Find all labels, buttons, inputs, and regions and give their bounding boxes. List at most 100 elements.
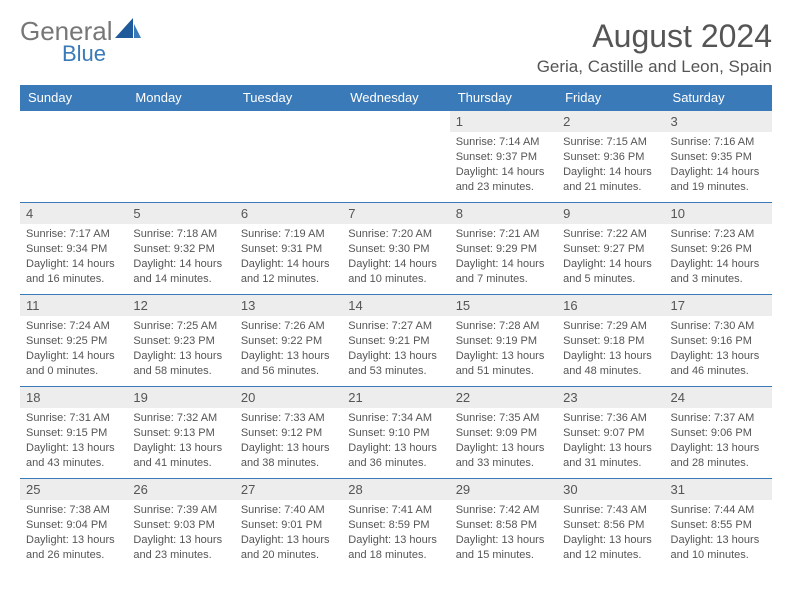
calendar-body: 1Sunrise: 7:14 AMSunset: 9:37 PMDaylight… [20,111,772,571]
day-details: Sunrise: 7:40 AMSunset: 9:01 PMDaylight:… [235,500,342,566]
day-details: Sunrise: 7:14 AMSunset: 9:37 PMDaylight:… [450,132,557,198]
day-number: 4 [20,203,127,224]
calendar-cell: 10Sunrise: 7:23 AMSunset: 9:26 PMDayligh… [665,203,772,295]
day-number: 27 [235,479,342,500]
calendar-cell: 17Sunrise: 7:30 AMSunset: 9:16 PMDayligh… [665,295,772,387]
day-number: 12 [127,295,234,316]
day-number: 30 [557,479,664,500]
calendar-cell [20,111,127,203]
calendar-cell: 31Sunrise: 7:44 AMSunset: 8:55 PMDayligh… [665,479,772,571]
day-number: 15 [450,295,557,316]
day-number: 2 [557,111,664,132]
day-number: 5 [127,203,234,224]
weekday-header: Monday [127,85,234,111]
day-details: Sunrise: 7:33 AMSunset: 9:12 PMDaylight:… [235,408,342,474]
calendar-cell: 22Sunrise: 7:35 AMSunset: 9:09 PMDayligh… [450,387,557,479]
logo: General Blue [20,18,141,67]
day-details: Sunrise: 7:30 AMSunset: 9:16 PMDaylight:… [665,316,772,382]
day-number: 14 [342,295,449,316]
day-details: Sunrise: 7:44 AMSunset: 8:55 PMDaylight:… [665,500,772,566]
day-number: 26 [127,479,234,500]
day-number: 23 [557,387,664,408]
day-number: 20 [235,387,342,408]
weekday-header: Friday [557,85,664,111]
calendar-row: 1Sunrise: 7:14 AMSunset: 9:37 PMDaylight… [20,111,772,203]
day-number: 24 [665,387,772,408]
calendar-cell: 9Sunrise: 7:22 AMSunset: 9:27 PMDaylight… [557,203,664,295]
month-title: August 2024 [537,18,772,55]
calendar-cell: 13Sunrise: 7:26 AMSunset: 9:22 PMDayligh… [235,295,342,387]
day-number: 22 [450,387,557,408]
calendar-cell [235,111,342,203]
calendar-cell: 12Sunrise: 7:25 AMSunset: 9:23 PMDayligh… [127,295,234,387]
day-details: Sunrise: 7:19 AMSunset: 9:31 PMDaylight:… [235,224,342,290]
calendar-cell: 16Sunrise: 7:29 AMSunset: 9:18 PMDayligh… [557,295,664,387]
day-number: 17 [665,295,772,316]
day-details: Sunrise: 7:31 AMSunset: 9:15 PMDaylight:… [20,408,127,474]
day-details: Sunrise: 7:16 AMSunset: 9:35 PMDaylight:… [665,132,772,198]
day-number: 29 [450,479,557,500]
day-details: Sunrise: 7:15 AMSunset: 9:36 PMDaylight:… [557,132,664,198]
day-details: Sunrise: 7:36 AMSunset: 9:07 PMDaylight:… [557,408,664,474]
day-number: 13 [235,295,342,316]
calendar-cell: 18Sunrise: 7:31 AMSunset: 9:15 PMDayligh… [20,387,127,479]
calendar-cell: 2Sunrise: 7:15 AMSunset: 9:36 PMDaylight… [557,111,664,203]
day-details: Sunrise: 7:24 AMSunset: 9:25 PMDaylight:… [20,316,127,382]
day-details: Sunrise: 7:26 AMSunset: 9:22 PMDaylight:… [235,316,342,382]
day-details: Sunrise: 7:20 AMSunset: 9:30 PMDaylight:… [342,224,449,290]
calendar-cell: 20Sunrise: 7:33 AMSunset: 9:12 PMDayligh… [235,387,342,479]
calendar-cell: 1Sunrise: 7:14 AMSunset: 9:37 PMDaylight… [450,111,557,203]
day-number: 1 [450,111,557,132]
day-details: Sunrise: 7:34 AMSunset: 9:10 PMDaylight:… [342,408,449,474]
weekday-header: Wednesday [342,85,449,111]
calendar-cell: 7Sunrise: 7:20 AMSunset: 9:30 PMDaylight… [342,203,449,295]
day-number: 9 [557,203,664,224]
day-details: Sunrise: 7:29 AMSunset: 9:18 PMDaylight:… [557,316,664,382]
calendar-cell: 11Sunrise: 7:24 AMSunset: 9:25 PMDayligh… [20,295,127,387]
weekday-header: Sunday [20,85,127,111]
day-details: Sunrise: 7:22 AMSunset: 9:27 PMDaylight:… [557,224,664,290]
calendar-cell [127,111,234,203]
calendar-cell: 30Sunrise: 7:43 AMSunset: 8:56 PMDayligh… [557,479,664,571]
calendar-row: 25Sunrise: 7:38 AMSunset: 9:04 PMDayligh… [20,479,772,571]
day-number: 28 [342,479,449,500]
calendar-cell: 14Sunrise: 7:27 AMSunset: 9:21 PMDayligh… [342,295,449,387]
day-number: 25 [20,479,127,500]
calendar-cell: 25Sunrise: 7:38 AMSunset: 9:04 PMDayligh… [20,479,127,571]
day-details: Sunrise: 7:38 AMSunset: 9:04 PMDaylight:… [20,500,127,566]
day-number: 21 [342,387,449,408]
weekday-header: Thursday [450,85,557,111]
calendar-cell: 4Sunrise: 7:17 AMSunset: 9:34 PMDaylight… [20,203,127,295]
day-details: Sunrise: 7:32 AMSunset: 9:13 PMDaylight:… [127,408,234,474]
day-number: 16 [557,295,664,316]
day-number: 3 [665,111,772,132]
day-number: 8 [450,203,557,224]
location: Geria, Castille and Leon, Spain [537,57,772,77]
calendar-cell: 6Sunrise: 7:19 AMSunset: 9:31 PMDaylight… [235,203,342,295]
sail-icon [115,18,141,47]
calendar-cell: 8Sunrise: 7:21 AMSunset: 9:29 PMDaylight… [450,203,557,295]
calendar-cell: 3Sunrise: 7:16 AMSunset: 9:35 PMDaylight… [665,111,772,203]
calendar-cell: 21Sunrise: 7:34 AMSunset: 9:10 PMDayligh… [342,387,449,479]
day-number: 18 [20,387,127,408]
day-details: Sunrise: 7:18 AMSunset: 9:32 PMDaylight:… [127,224,234,290]
calendar-cell: 15Sunrise: 7:28 AMSunset: 9:19 PMDayligh… [450,295,557,387]
day-details: Sunrise: 7:39 AMSunset: 9:03 PMDaylight:… [127,500,234,566]
day-details: Sunrise: 7:17 AMSunset: 9:34 PMDaylight:… [20,224,127,290]
weekday-header: Tuesday [235,85,342,111]
calendar-cell: 19Sunrise: 7:32 AMSunset: 9:13 PMDayligh… [127,387,234,479]
day-details: Sunrise: 7:41 AMSunset: 8:59 PMDaylight:… [342,500,449,566]
day-details: Sunrise: 7:42 AMSunset: 8:58 PMDaylight:… [450,500,557,566]
title-block: August 2024 Geria, Castille and Leon, Sp… [537,18,772,77]
day-number: 6 [235,203,342,224]
day-details: Sunrise: 7:43 AMSunset: 8:56 PMDaylight:… [557,500,664,566]
day-details: Sunrise: 7:35 AMSunset: 9:09 PMDaylight:… [450,408,557,474]
calendar-cell: 29Sunrise: 7:42 AMSunset: 8:58 PMDayligh… [450,479,557,571]
calendar-cell [342,111,449,203]
weekday-header: Saturday [665,85,772,111]
calendar-row: 4Sunrise: 7:17 AMSunset: 9:34 PMDaylight… [20,203,772,295]
day-details: Sunrise: 7:37 AMSunset: 9:06 PMDaylight:… [665,408,772,474]
calendar-table: SundayMondayTuesdayWednesdayThursdayFrid… [20,85,772,571]
calendar-cell: 27Sunrise: 7:40 AMSunset: 9:01 PMDayligh… [235,479,342,571]
day-number: 31 [665,479,772,500]
